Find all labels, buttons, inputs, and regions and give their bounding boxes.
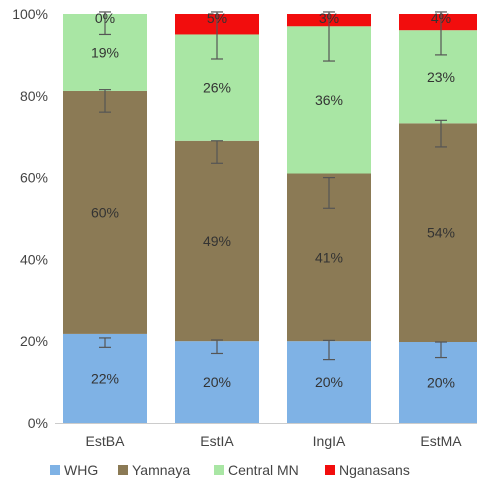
y-tick-label: 20% — [20, 333, 48, 349]
data-label: 19% — [91, 44, 119, 60]
legend-label: Nganasans — [339, 462, 410, 478]
x-tick-label: IngIA — [313, 433, 346, 449]
legend-label: Central MN — [228, 462, 299, 478]
legend-swatch — [325, 465, 335, 475]
bar-segment-whg — [175, 341, 259, 423]
legend-swatch — [50, 465, 60, 475]
y-axis-tick-labels: 0% 20% 40% 60% 80% 100% — [12, 6, 48, 431]
y-tick-label: 80% — [20, 88, 48, 104]
data-label: 20% — [203, 374, 231, 390]
bar-segment-whg — [63, 333, 147, 423]
data-label: 41% — [315, 249, 343, 265]
data-label: 4% — [431, 10, 451, 26]
legend-label: WHG — [64, 462, 98, 478]
data-label: 20% — [315, 374, 343, 390]
data-label: 36% — [315, 92, 343, 108]
bar-segment-nganasans — [399, 14, 477, 31]
x-tick-label: EstMA — [420, 433, 462, 449]
y-tick-label: 0% — [28, 415, 48, 431]
data-label: 0% — [95, 10, 115, 26]
legend-label: Yamnaya — [132, 462, 190, 478]
bar-segment-whg — [399, 342, 477, 423]
data-label: 26% — [203, 80, 231, 96]
data-label: 54% — [427, 225, 455, 241]
x-tick-label: EstBA — [86, 433, 126, 449]
bar-segment-central-mn — [399, 30, 477, 124]
legend-swatch — [118, 465, 128, 475]
legend: WHG Yamnaya Central MN Nganasans — [50, 462, 410, 478]
bars: 22% 60% 19% 0% 20% 49% 26% 5% 20% 41% 36% 3% 20% 54% 2… — [55, 10, 477, 424]
data-label: 23% — [427, 69, 455, 85]
data-label: 5% — [207, 10, 227, 26]
data-label: 3% — [319, 10, 339, 26]
data-label: 22% — [91, 370, 119, 386]
x-tick-label: EstIA — [200, 433, 234, 449]
bar-segment-yamnaya — [175, 140, 259, 342]
data-label: 49% — [203, 233, 231, 249]
y-tick-label: 100% — [12, 6, 48, 22]
y-tick-label: 40% — [20, 251, 48, 267]
data-label: 60% — [91, 204, 119, 220]
x-axis-category-labels: EstBA EstIA IngIA EstMA — [86, 433, 463, 449]
y-tick-label: 60% — [20, 170, 48, 186]
bar-segment-yamnaya — [399, 123, 477, 343]
bar-segment-yamnaya — [63, 90, 147, 334]
legend-swatch — [214, 465, 224, 475]
data-label: 20% — [427, 375, 455, 391]
